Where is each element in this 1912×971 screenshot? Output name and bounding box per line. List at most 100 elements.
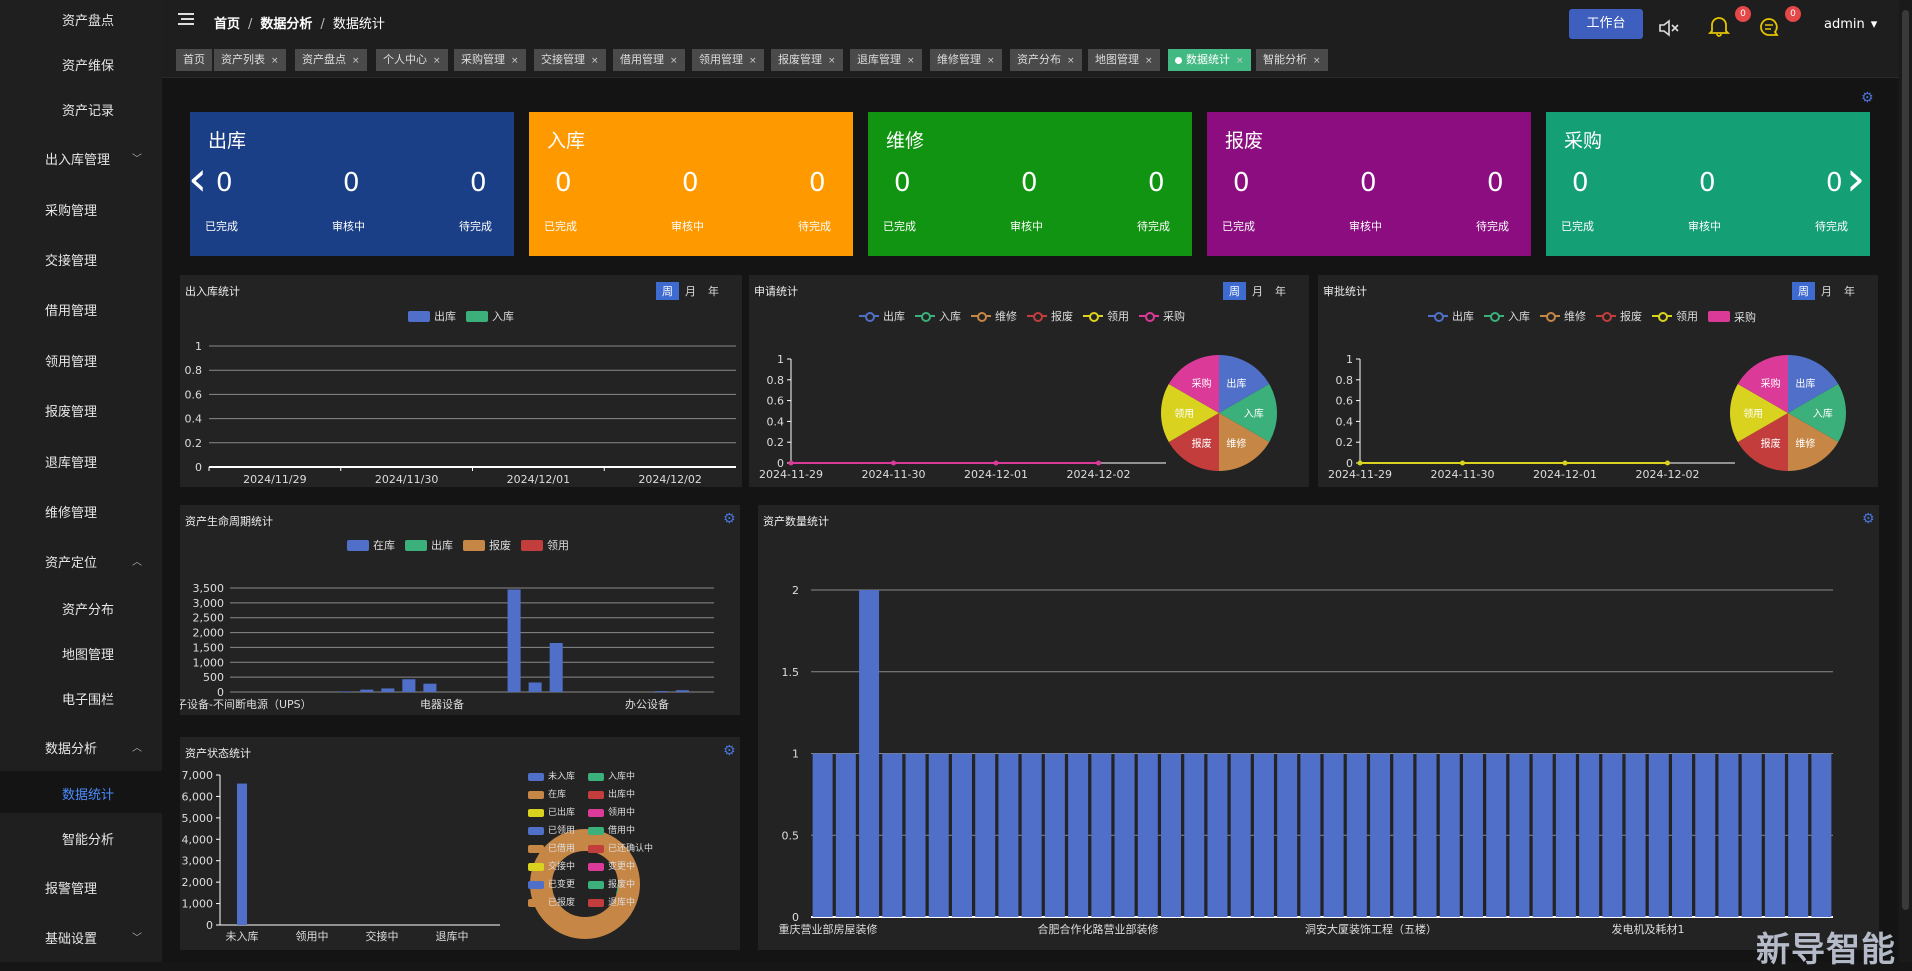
sidebar-item-9[interactable]: 退库管理 — [45, 456, 98, 471]
legend-item[interactable]: 未入库 — [528, 769, 575, 782]
period-button-2[interactable]: 年 — [708, 285, 719, 298]
period-button-2[interactable]: 年 — [1275, 285, 1286, 298]
tag-11[interactable]: 资产分布 × — [1010, 49, 1082, 71]
legend-item[interactable]: 在库 — [347, 537, 395, 553]
close-icon[interactable]: × — [1067, 56, 1075, 66]
sidebar-item-12[interactable]: 资产分布 — [62, 603, 115, 618]
legend-item[interactable]: 采购 — [1139, 308, 1185, 324]
user-menu[interactable]: admin ▾ — [1824, 17, 1877, 32]
scrollbar-thumb[interactable] — [1902, 10, 1909, 910]
sidebar-item-6[interactable]: 借用管理 — [45, 304, 98, 319]
legend-item[interactable]: 入库中 — [588, 769, 635, 782]
tag-2[interactable]: 资产盘点 × — [295, 49, 367, 71]
tag-1[interactable]: 资产列表 × — [214, 49, 286, 71]
tag-0[interactable]: 首页 — [176, 49, 212, 71]
sidebar-item-16[interactable]: 数据统计 — [62, 788, 115, 803]
carousel-prev-icon[interactable]: ‹ — [188, 151, 208, 207]
period-button-0[interactable]: 周 — [1223, 282, 1246, 300]
tag-6[interactable]: 借用管理 × — [613, 49, 685, 71]
legend-item[interactable]: 采购 — [1708, 309, 1756, 325]
legend-item[interactable]: 领用 — [1652, 308, 1698, 324]
tag-3[interactable]: 个人中心 × — [376, 49, 448, 71]
gear-icon[interactable]: ⚙ — [723, 743, 736, 759]
legend-item[interactable]: 已借用 — [528, 841, 575, 854]
close-icon[interactable]: × — [670, 56, 678, 66]
legend-item[interactable]: 已出库 — [528, 805, 575, 818]
close-icon[interactable]: × — [907, 56, 915, 66]
legend-item[interactable]: 报废 — [463, 537, 511, 553]
tag-8[interactable]: 报废管理 × — [771, 49, 843, 71]
close-icon[interactable]: × — [1145, 56, 1153, 66]
close-icon[interactable]: × — [511, 56, 519, 66]
sidebar-item-17[interactable]: 智能分析 — [62, 833, 115, 848]
legend-item[interactable]: 报废 — [1596, 308, 1642, 324]
legend-item[interactable]: 出库 — [405, 537, 453, 553]
tag-5[interactable]: 交接管理 × — [534, 49, 606, 71]
period-button-0[interactable]: 周 — [656, 282, 679, 300]
legend-item[interactable]: 变更中 — [588, 859, 635, 872]
sidebar-item-19[interactable]: 基础设置 — [45, 932, 98, 947]
sidebar-item-3[interactable]: 出入库管理 — [45, 153, 111, 168]
sidebar-item-18[interactable]: 报警管理 — [45, 882, 98, 897]
breadcrumb-item-1[interactable]: 数据分析 — [260, 17, 313, 32]
speaker-mute-icon[interactable] — [1658, 18, 1680, 38]
sidebar-item-4[interactable]: 采购管理 — [45, 204, 98, 219]
sidebar-item-7[interactable]: 领用管理 — [45, 355, 98, 370]
legend-item[interactable]: 报废 — [1027, 308, 1073, 324]
period-button-1[interactable]: 月 — [1821, 285, 1832, 298]
legend-item[interactable]: 维修 — [971, 308, 1017, 324]
sidebar-item-2[interactable]: 资产记录 — [62, 104, 115, 119]
tag-9[interactable]: 退库管理 × — [850, 49, 922, 71]
legend-item[interactable]: 已还确认中 — [588, 841, 653, 854]
breadcrumb-item-0[interactable]: 首页 — [214, 17, 241, 32]
legend-item[interactable]: 已变更 — [528, 877, 575, 890]
gear-icon[interactable]: ⚙ — [723, 511, 736, 527]
legend-item[interactable]: 报废中 — [588, 877, 635, 890]
workbench-button[interactable]: 工作台 — [1569, 9, 1643, 39]
gear-icon[interactable]: ⚙ — [1862, 511, 1875, 527]
legend-item[interactable]: 维修 — [1540, 308, 1586, 324]
period-button-1[interactable]: 月 — [685, 285, 696, 298]
tag-12[interactable]: 地图管理 × — [1088, 49, 1160, 71]
sidebar-item-10[interactable]: 维修管理 — [45, 506, 98, 521]
legend-item[interactable]: 领用中 — [588, 805, 635, 818]
tag-7[interactable]: 领用管理 × — [692, 49, 764, 71]
legend-item[interactable]: 在库 — [528, 787, 566, 800]
close-icon[interactable]: × — [828, 56, 836, 66]
tag-4[interactable]: 采购管理 × — [454, 49, 526, 71]
close-icon[interactable]: × — [433, 56, 441, 66]
sidebar-item-0[interactable]: 资产盘点 — [62, 14, 115, 29]
bell-icon[interactable] — [1707, 15, 1731, 37]
hamburger-icon[interactable] — [178, 13, 194, 27]
close-icon[interactable]: × — [271, 56, 279, 66]
legend-item[interactable]: 出库 — [859, 308, 905, 324]
close-icon[interactable]: × — [591, 56, 599, 66]
sidebar-item-8[interactable]: 报废管理 — [45, 405, 98, 420]
legend-item[interactable]: 出库 — [1428, 308, 1474, 324]
legend-item[interactable]: 出库 — [408, 308, 456, 324]
carousel-next-icon[interactable]: › — [1846, 151, 1866, 207]
legend-item[interactable]: 已领用 — [528, 823, 575, 836]
page-scrollbar[interactable] — [1899, 0, 1912, 962]
legend-item[interactable]: 领用 — [1083, 308, 1129, 324]
legend-item[interactable]: 入库 — [915, 308, 961, 324]
legend-item[interactable]: 入库 — [466, 308, 514, 324]
tag-10[interactable]: 维修管理 × — [930, 49, 1002, 71]
sidebar-item-11[interactable]: 资产定位 — [45, 556, 98, 571]
close-icon[interactable]: × — [749, 56, 757, 66]
period-button-2[interactable]: 年 — [1844, 285, 1855, 298]
close-icon[interactable]: × — [352, 56, 360, 66]
close-icon[interactable]: × — [987, 56, 995, 66]
sidebar-item-1[interactable]: 资产维保 — [62, 59, 115, 74]
sidebar-item-15[interactable]: 数据分析 — [45, 742, 98, 757]
sidebar-item-5[interactable]: 交接管理 — [45, 254, 98, 269]
legend-item[interactable]: 交接中 — [528, 859, 575, 872]
sidebar-item-13[interactable]: 地图管理 — [62, 648, 115, 663]
chat-icon[interactable] — [1758, 16, 1780, 38]
legend-item[interactable]: 出库中 — [588, 787, 635, 800]
tag-13[interactable]: 数据统计 × — [1168, 49, 1251, 71]
sidebar-item-14[interactable]: 电子围栏 — [62, 693, 115, 708]
legend-item[interactable]: 已报废 — [528, 895, 575, 908]
close-icon[interactable]: × — [1313, 56, 1321, 66]
legend-item[interactable]: 借用中 — [588, 823, 635, 836]
